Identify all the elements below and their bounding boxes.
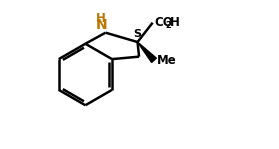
Text: N: N [95,18,107,32]
Text: H: H [96,12,106,25]
Text: CO: CO [155,16,173,29]
Text: Me: Me [157,54,176,67]
Text: S: S [134,29,141,39]
Text: H: H [169,16,179,29]
Text: 2: 2 [165,21,171,30]
Polygon shape [138,42,156,62]
